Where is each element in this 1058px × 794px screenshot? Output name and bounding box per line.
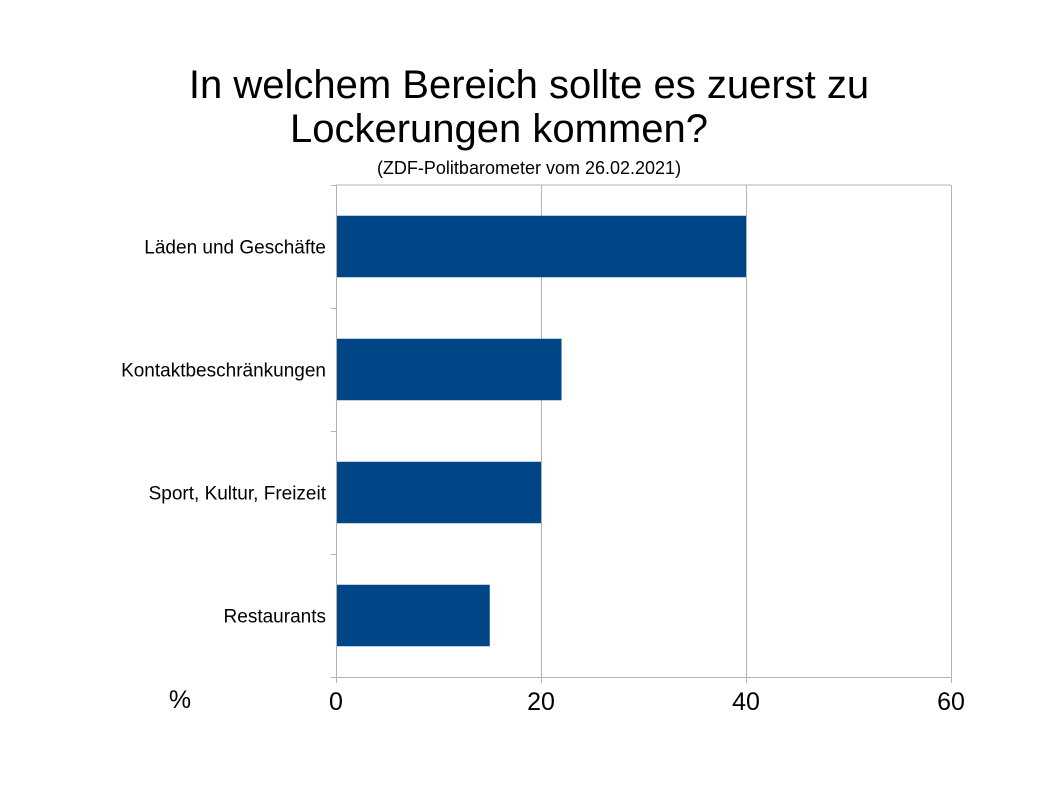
x-tick-label-0: 0 (329, 688, 343, 716)
chart-subtitle: (ZDF-Politbarometer vom 26.02.2021) (376, 158, 682, 178)
category-label-3: Restaurants (224, 607, 326, 628)
category-label-1: Kontaktbeschränkungen (121, 361, 326, 382)
bar-2 (336, 461, 541, 524)
x-tick-label-40: 40 (732, 688, 760, 716)
chart-title-line-2: Lockerungen kommen? (289, 107, 709, 151)
category-label-0: Läden und Geschäfte (144, 238, 326, 259)
bar-3 (336, 584, 490, 647)
x-tick-label-20: 20 (527, 688, 555, 716)
category-label-2: Sport, Kultur, Freizeit (149, 484, 327, 505)
bar-1 (336, 338, 562, 401)
x-axis-unit-label: % (169, 686, 191, 714)
chart-title-line-1: In welchem Bereich sollte es zuerst zu (188, 63, 870, 107)
x-tick-label-60: 60 (937, 688, 965, 716)
bar-0 (336, 215, 746, 278)
